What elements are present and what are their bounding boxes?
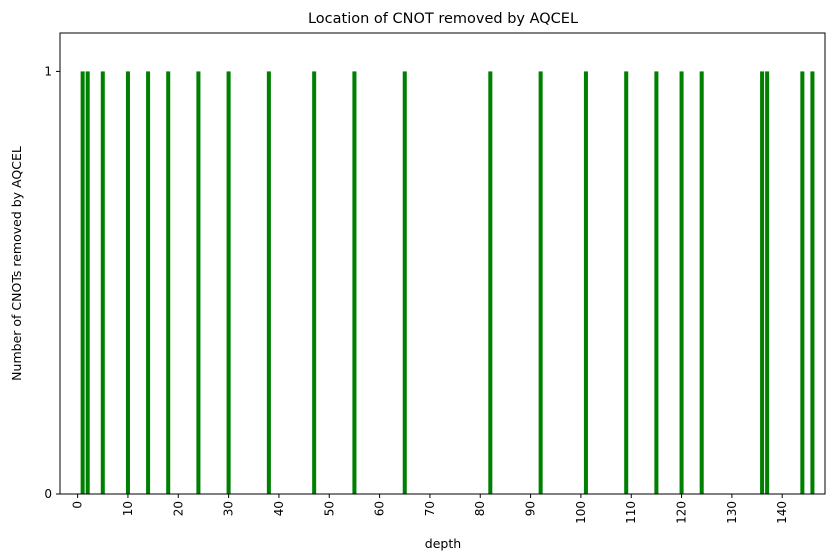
x-axis-label: depth	[425, 536, 461, 551]
bar	[226, 71, 231, 494]
x-tick-label: 120	[675, 501, 689, 524]
x-tick-label: 10	[121, 501, 135, 516]
bar	[352, 71, 357, 494]
x-tick-label: 100	[574, 501, 588, 524]
y-axis-ticks: 01	[44, 64, 60, 501]
x-tick-label: 50	[322, 501, 336, 516]
x-tick-label: 60	[373, 501, 387, 516]
bar	[810, 71, 815, 494]
bar	[125, 71, 130, 494]
bar	[80, 71, 85, 494]
bar	[654, 71, 659, 494]
x-tick-label: 70	[423, 501, 437, 516]
x-tick-label: 30	[222, 501, 236, 516]
bar	[100, 71, 105, 494]
bar	[402, 71, 407, 494]
bars	[80, 71, 815, 494]
y-axis-label: Number of CNOTs removed by AQCEL	[9, 146, 24, 381]
bar	[196, 71, 201, 494]
x-tick-label: 40	[272, 501, 286, 516]
y-tick-label: 1	[44, 64, 52, 78]
x-tick-label: 20	[171, 501, 185, 516]
bar	[800, 71, 805, 494]
bar	[679, 71, 684, 494]
x-tick-label: 140	[775, 501, 789, 524]
x-tick-label: 0	[71, 501, 85, 509]
bar	[85, 71, 90, 494]
x-tick-label: 110	[624, 501, 638, 524]
bar	[699, 71, 704, 494]
x-axis-ticks: 0 10 20 30 40 50 60 70 80 90 100 110 120 130 140	[71, 494, 789, 524]
x-tick-label: 130	[725, 501, 739, 524]
plot-frame	[59, 32, 826, 495]
bar	[760, 71, 765, 494]
bar	[488, 71, 493, 494]
bar	[266, 71, 271, 494]
x-tick-label: 80	[473, 501, 487, 516]
bar	[538, 71, 543, 494]
bar	[312, 71, 317, 494]
chart-title: Location of CNOT removed by AQCEL	[308, 11, 578, 27]
bar	[624, 71, 629, 494]
y-tick-label: 0	[44, 487, 52, 501]
bar	[146, 71, 151, 494]
bar	[166, 71, 171, 494]
bar	[583, 71, 588, 494]
bar	[765, 71, 770, 494]
x-tick-label: 90	[524, 501, 538, 516]
